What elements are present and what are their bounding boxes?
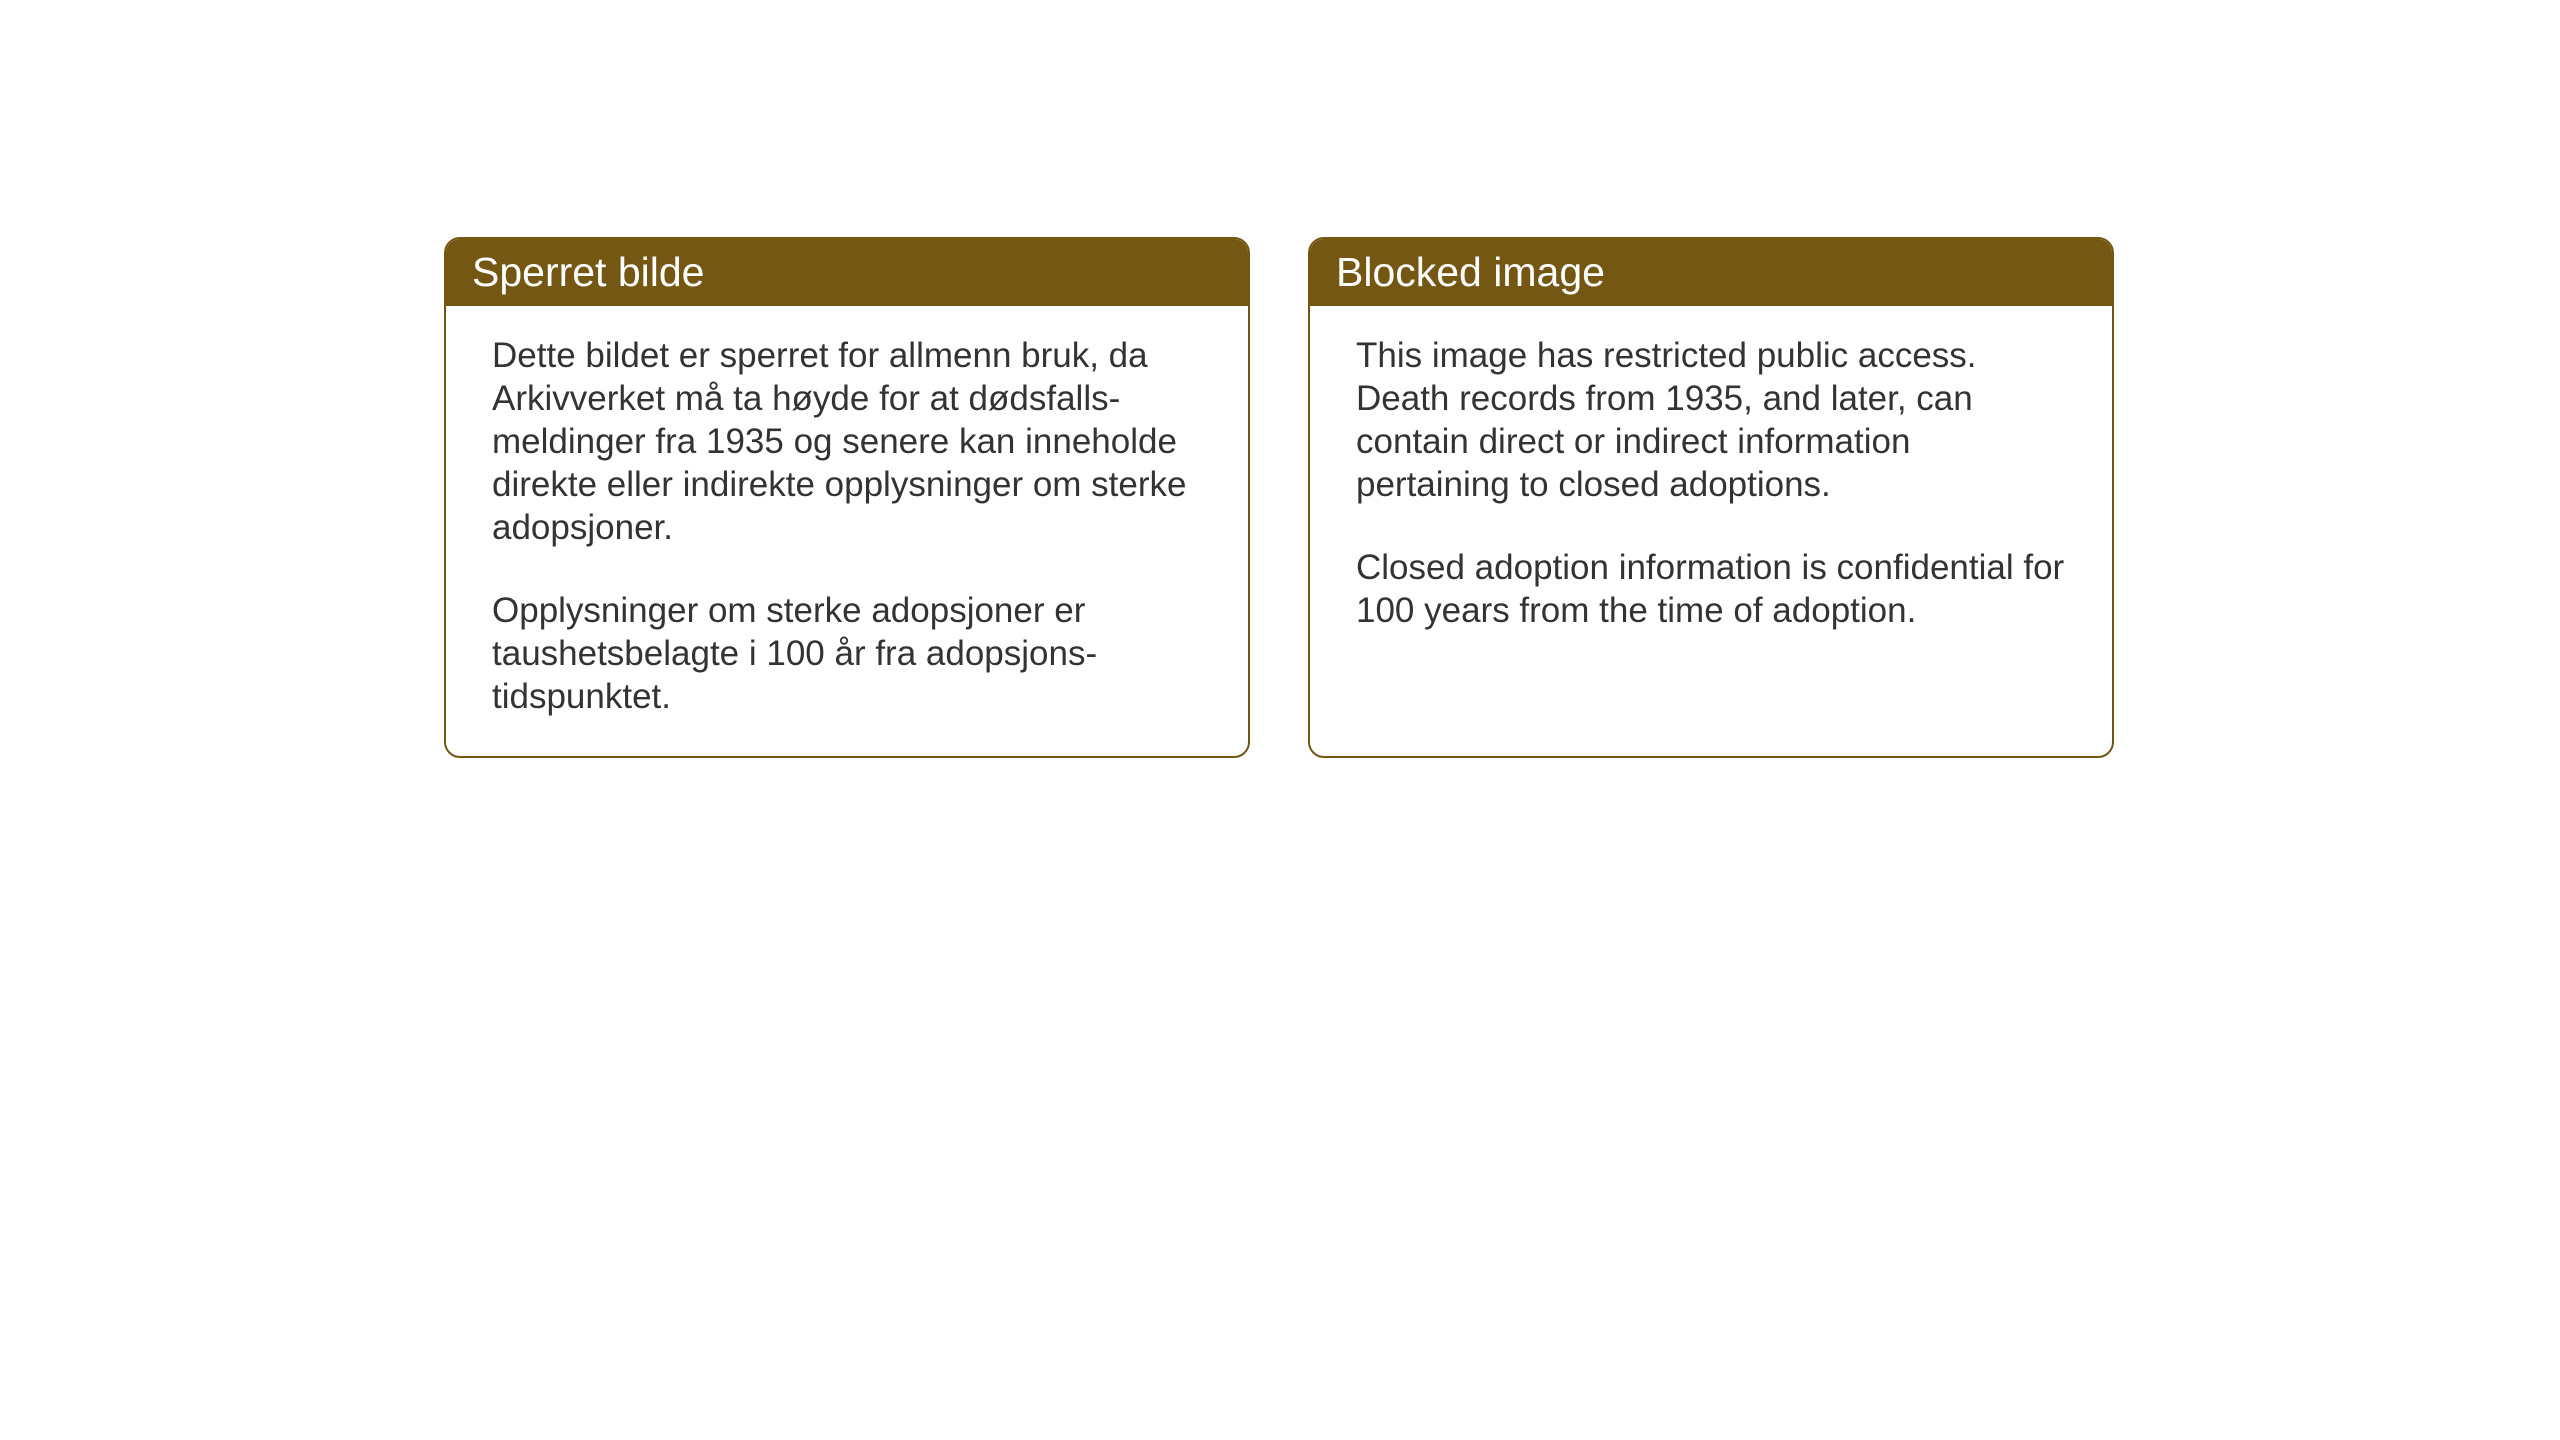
norwegian-paragraph-1: Dette bildet er sperret for allmenn bruk… (492, 334, 1202, 549)
norwegian-card-header: Sperret bilde (446, 239, 1248, 306)
norwegian-card-title: Sperret bilde (472, 249, 704, 295)
english-card-header: Blocked image (1310, 239, 2112, 306)
norwegian-paragraph-2: Opplysninger om sterke adopsjoner er tau… (492, 589, 1202, 718)
english-card-body: This image has restricted public access.… (1310, 306, 2112, 670)
norwegian-card-body: Dette bildet er sperret for allmenn bruk… (446, 306, 1248, 756)
norwegian-card: Sperret bilde Dette bildet er sperret fo… (444, 237, 1250, 758)
english-card: Blocked image This image has restricted … (1308, 237, 2114, 758)
cards-container: Sperret bilde Dette bildet er sperret fo… (444, 237, 2114, 758)
english-paragraph-2: Closed adoption information is confident… (1356, 546, 2066, 632)
english-card-title: Blocked image (1336, 249, 1605, 295)
english-paragraph-1: This image has restricted public access.… (1356, 334, 2066, 506)
